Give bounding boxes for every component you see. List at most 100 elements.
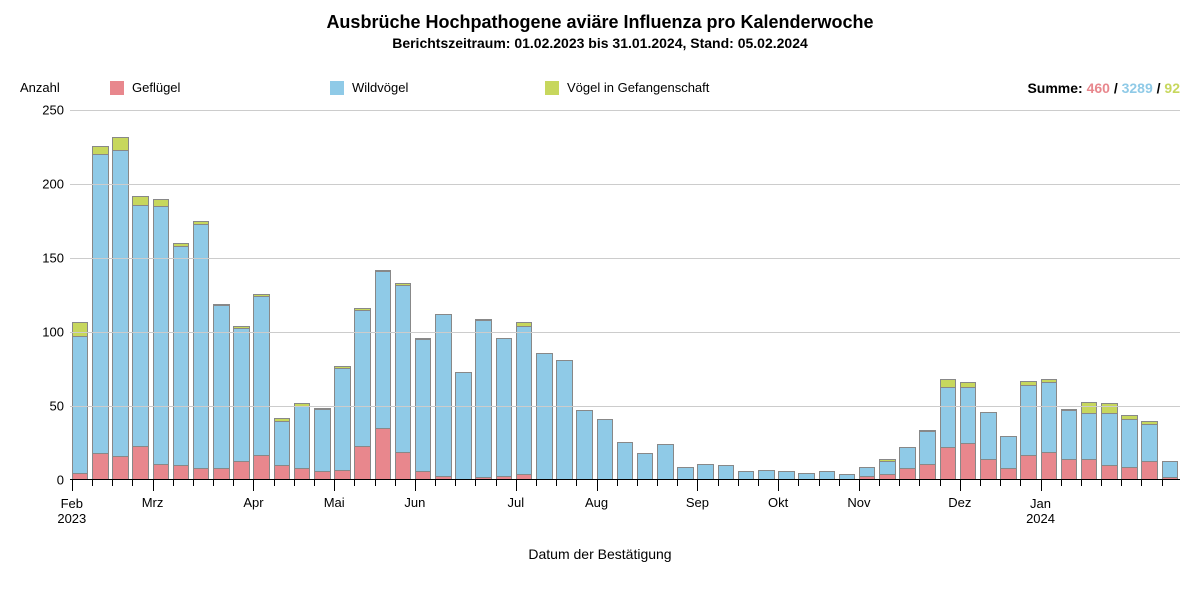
bar-segment <box>294 406 311 468</box>
bar <box>536 353 553 480</box>
x-tick-minor <box>556 480 557 486</box>
x-tick-minor <box>677 480 678 486</box>
x-tick-label: Jun <box>404 495 425 510</box>
legend-label: Wildvögel <box>352 80 408 95</box>
x-tick-label: Mrz <box>142 495 164 510</box>
bar <box>980 412 997 480</box>
legend-item: Geflügel <box>110 80 180 95</box>
y-tick-label: 100 <box>30 325 64 340</box>
bar-segment <box>112 150 129 456</box>
x-tick-minor <box>395 480 396 486</box>
bar-segment <box>960 443 977 480</box>
x-tick-minor <box>92 480 93 486</box>
bar <box>193 221 210 480</box>
x-tick-minor <box>1162 480 1163 486</box>
x-tick-minor <box>173 480 174 486</box>
bar-segment <box>697 464 714 480</box>
bar-segment <box>1121 467 1138 480</box>
bar <box>233 326 250 480</box>
bar-segment <box>92 154 109 453</box>
x-tick-minor <box>576 480 577 486</box>
bar <box>879 459 896 480</box>
sums-label: Summe: <box>1027 80 1082 96</box>
bar-segment <box>879 461 896 474</box>
x-tick-minor <box>1020 480 1021 486</box>
x-tick-minor <box>758 480 759 486</box>
bar-segment <box>980 412 997 459</box>
bar-segment <box>1081 413 1098 459</box>
bar-segment <box>395 285 412 452</box>
x-tick-minor <box>738 480 739 486</box>
bar-segment <box>617 442 634 479</box>
bar-segment <box>536 353 553 479</box>
legend-item: Wildvögel <box>330 80 408 95</box>
bar <box>294 403 311 480</box>
bar-segment <box>940 379 957 386</box>
x-tick-minor <box>475 480 476 486</box>
x-tick-minor <box>899 480 900 486</box>
x-tick-minor <box>839 480 840 486</box>
bar-segment <box>233 461 250 480</box>
bar <box>253 294 270 480</box>
bar-segment <box>597 419 614 480</box>
x-tick-label: Okt <box>768 495 788 510</box>
x-tick-minor <box>375 480 376 486</box>
bar-segment <box>1141 424 1158 461</box>
x-tick-label: Apr <box>243 495 263 510</box>
bar-segment <box>1061 459 1078 480</box>
legend-swatch-icon <box>330 81 344 95</box>
bar-segment <box>1162 461 1179 477</box>
sum-sep: / <box>1114 80 1122 96</box>
x-tick-major <box>859 480 860 491</box>
bar <box>516 322 533 480</box>
x-tick-minor <box>193 480 194 486</box>
x-tick-minor <box>798 480 799 486</box>
bar-segment <box>253 455 270 480</box>
bar <box>334 366 351 480</box>
bar-segment <box>1101 465 1118 480</box>
x-tick-minor <box>819 480 820 486</box>
bar <box>435 314 452 480</box>
x-tick-major <box>334 480 335 491</box>
bar-segment <box>516 326 533 474</box>
sums-readout: Summe: 460 / 3289 / 92 <box>1027 80 1180 96</box>
bar <box>375 270 392 480</box>
sum-value: 92 <box>1164 80 1180 96</box>
bar <box>597 419 614 480</box>
bar <box>1081 402 1098 480</box>
bar-segment <box>354 446 371 480</box>
x-tick-minor <box>879 480 880 486</box>
bar-segment <box>334 368 351 470</box>
x-tick-label: Sep <box>686 495 709 510</box>
x-tick-major <box>516 480 517 491</box>
bar-segment <box>940 387 957 448</box>
bar-segment <box>718 465 735 480</box>
bar <box>576 410 593 480</box>
x-tick-minor <box>213 480 214 486</box>
bar-segment <box>173 246 190 465</box>
bar <box>455 372 472 480</box>
bar-segment <box>213 305 230 468</box>
sum-value: 3289 <box>1122 80 1153 96</box>
x-tick-label: Jul <box>508 495 525 510</box>
x-tick-minor <box>637 480 638 486</box>
bar <box>1162 461 1179 480</box>
x-tick-minor <box>940 480 941 486</box>
bar <box>354 308 371 480</box>
bar <box>1061 409 1078 480</box>
bar-segment <box>576 410 593 478</box>
legend-label: Vögel in Gefangenschaft <box>567 80 709 95</box>
bar <box>1141 421 1158 480</box>
x-tick-major <box>415 480 416 491</box>
x-tick-minor <box>354 480 355 486</box>
bar <box>859 467 876 480</box>
bar <box>718 465 735 480</box>
legend-item: Vögel in Gefangenschaft <box>545 80 709 95</box>
bar <box>1041 379 1058 480</box>
bar-segment <box>375 428 392 480</box>
x-tick-major <box>1041 480 1042 491</box>
bar-segment <box>92 146 109 155</box>
bar <box>112 137 129 480</box>
bar <box>617 442 634 480</box>
bar-segment <box>899 447 916 468</box>
